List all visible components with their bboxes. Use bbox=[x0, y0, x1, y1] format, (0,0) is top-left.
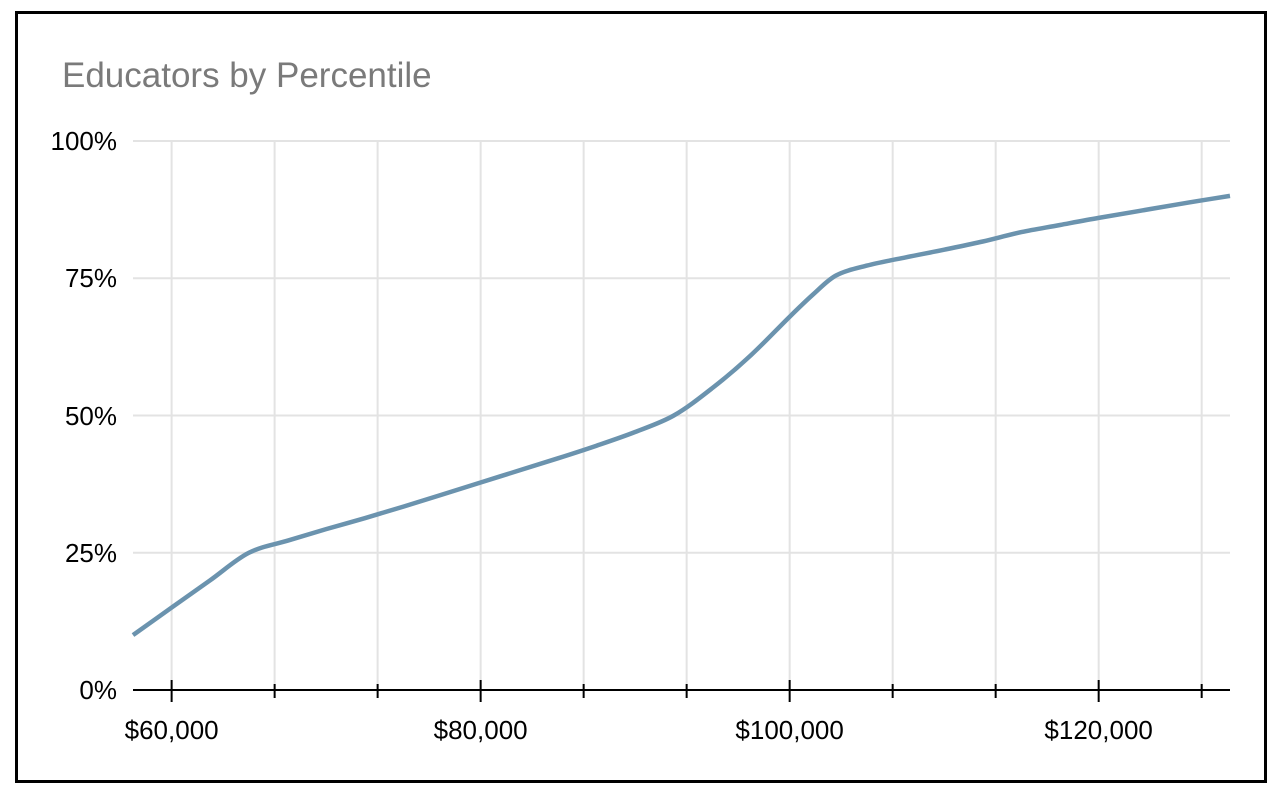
series-line-educators bbox=[131, 193, 1231, 637]
y-tick-label: 50% bbox=[64, 400, 117, 431]
x-tick-label: $120,000 bbox=[1044, 715, 1153, 745]
x-tick-label: $100,000 bbox=[735, 715, 844, 745]
y-tick-label: 100% bbox=[50, 126, 118, 156]
y-tick-label: 25% bbox=[64, 537, 117, 568]
chart-title: Educators by Percentile bbox=[62, 56, 432, 95]
x-tick-label: $60,000 bbox=[124, 715, 219, 745]
y-tick-label: 75% bbox=[64, 263, 117, 294]
y-tick-label: 0% bbox=[79, 675, 117, 705]
x-tick-label: $80,000 bbox=[433, 715, 528, 745]
